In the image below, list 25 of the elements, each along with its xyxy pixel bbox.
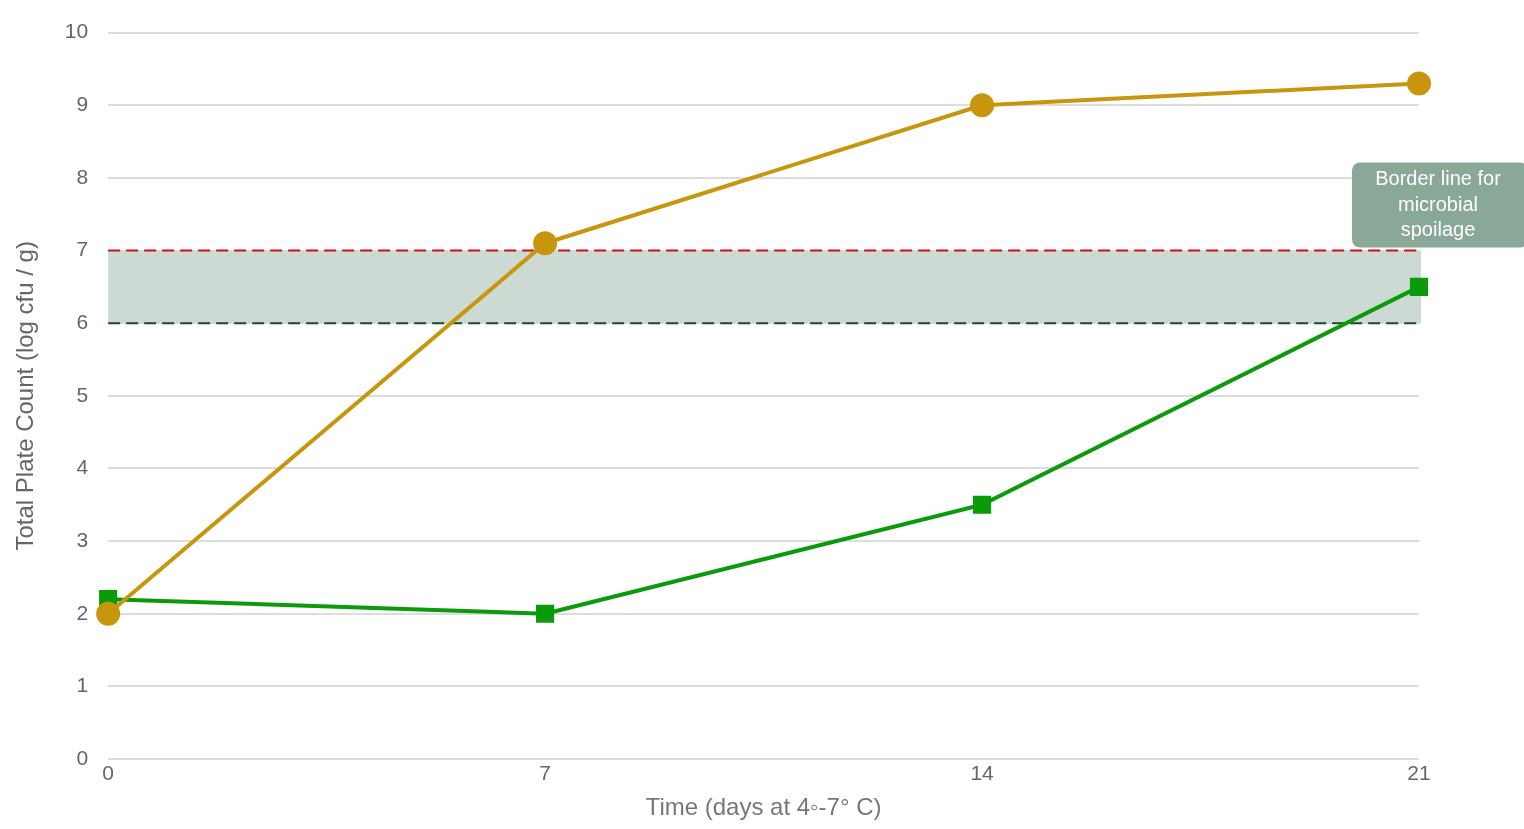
y-tick-label: 0 bbox=[76, 745, 89, 769]
band-label: Border line for microbial spoilage bbox=[1375, 167, 1502, 241]
x-tick-label: 14 bbox=[970, 761, 995, 785]
point bbox=[972, 495, 992, 514]
point bbox=[970, 93, 995, 118]
point bbox=[536, 604, 555, 623]
x-tick-label: 7 bbox=[539, 761, 551, 785]
y-tick-label: 4 bbox=[76, 455, 89, 479]
point bbox=[1409, 277, 1429, 296]
x-tick-label: 0 bbox=[102, 761, 114, 785]
y-tick-label: 6 bbox=[76, 309, 89, 333]
y-tick-label: 3 bbox=[76, 527, 89, 551]
y-tick-label: 9 bbox=[76, 92, 89, 116]
y-tick-label: 2 bbox=[76, 600, 89, 624]
x-tick-label: 21 bbox=[1407, 761, 1431, 785]
y-tick-label: 1 bbox=[76, 673, 89, 697]
y-tick-label: 7 bbox=[76, 237, 89, 261]
point bbox=[533, 231, 558, 256]
point bbox=[96, 601, 121, 626]
y-tick-label: 5 bbox=[76, 382, 89, 406]
point bbox=[1407, 71, 1431, 96]
x-axis-title: Time (days at 4◦-7° C) bbox=[645, 793, 882, 821]
y-axis-title: Total Plate Count (log cfu / g) bbox=[11, 241, 39, 551]
y-tick-label: 8 bbox=[76, 164, 89, 188]
y-tick-label: 10 bbox=[64, 19, 89, 43]
